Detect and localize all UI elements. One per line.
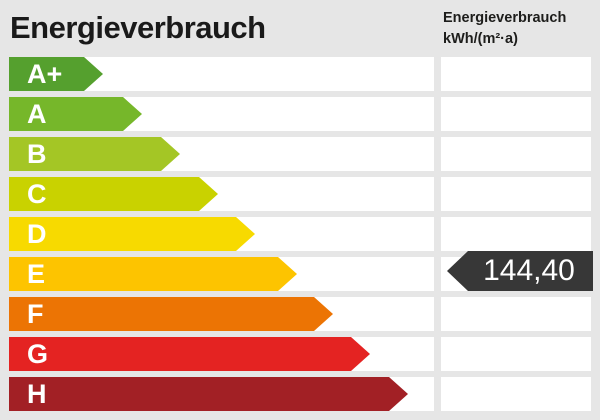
scale-row-track: G <box>9 337 434 371</box>
scale-row-track: H <box>9 377 434 411</box>
energy-class-arrow: H <box>9 377 408 411</box>
scale-row-track: A+ <box>9 57 434 91</box>
scale-row: D <box>9 217 591 251</box>
energy-class-label: F <box>27 299 44 329</box>
energy-class-label: A <box>27 99 47 129</box>
value-cell <box>441 337 591 371</box>
value-cell <box>441 297 591 331</box>
value-cell <box>441 57 591 91</box>
scale-row-track: E <box>9 257 434 291</box>
scale-row-track: A <box>9 97 434 131</box>
energy-class-label: H <box>27 379 47 409</box>
scale-row: H <box>9 377 591 411</box>
energy-class-label: C <box>27 179 47 209</box>
energy-class-arrow: C <box>9 177 218 211</box>
scale-row: G <box>9 337 591 371</box>
scale-row-track: F <box>9 297 434 331</box>
energy-class-arrow: F <box>9 297 333 331</box>
scale-row-track: C <box>9 177 434 211</box>
scale-row-track: D <box>9 217 434 251</box>
unit-header-line1: Energieverbrauch <box>443 10 567 26</box>
energy-class-arrow: E <box>9 257 297 291</box>
energy-class-arrow: D <box>9 217 255 251</box>
scale-rows: A+ A B C D <box>9 57 591 411</box>
value-cell <box>441 137 591 171</box>
value-cell <box>441 177 591 211</box>
energy-class-label: B <box>27 139 47 169</box>
energy-class-label: G <box>27 339 49 369</box>
value-cell <box>441 217 591 251</box>
value-cell <box>441 377 591 411</box>
unit-header: Energieverbrauch kWh/(m²·a) <box>443 8 566 50</box>
scale-row-track: B <box>9 137 434 171</box>
scale-row: F <box>9 297 591 331</box>
energy-class-label: A+ <box>27 59 63 89</box>
energy-class-label: D <box>27 219 47 249</box>
energy-class-arrow: G <box>9 337 370 371</box>
page-title: Energieverbrauch <box>10 10 266 45</box>
value-badge-text: 144,40 <box>483 254 575 287</box>
energy-class-arrow: B <box>9 137 180 171</box>
energy-class-arrow: A+ <box>9 57 103 91</box>
value-cell <box>441 97 591 131</box>
scale-row: B <box>9 137 591 171</box>
scale-row: A+ <box>9 57 591 91</box>
value-badge: 144,40 <box>447 251 593 291</box>
unit-header-line2: kWh/(m²·a) <box>443 31 518 47</box>
energy-class-label: E <box>27 259 46 289</box>
scale-row: C <box>9 177 591 211</box>
energy-class-arrow: A <box>9 97 142 131</box>
scale-row: A <box>9 97 591 131</box>
